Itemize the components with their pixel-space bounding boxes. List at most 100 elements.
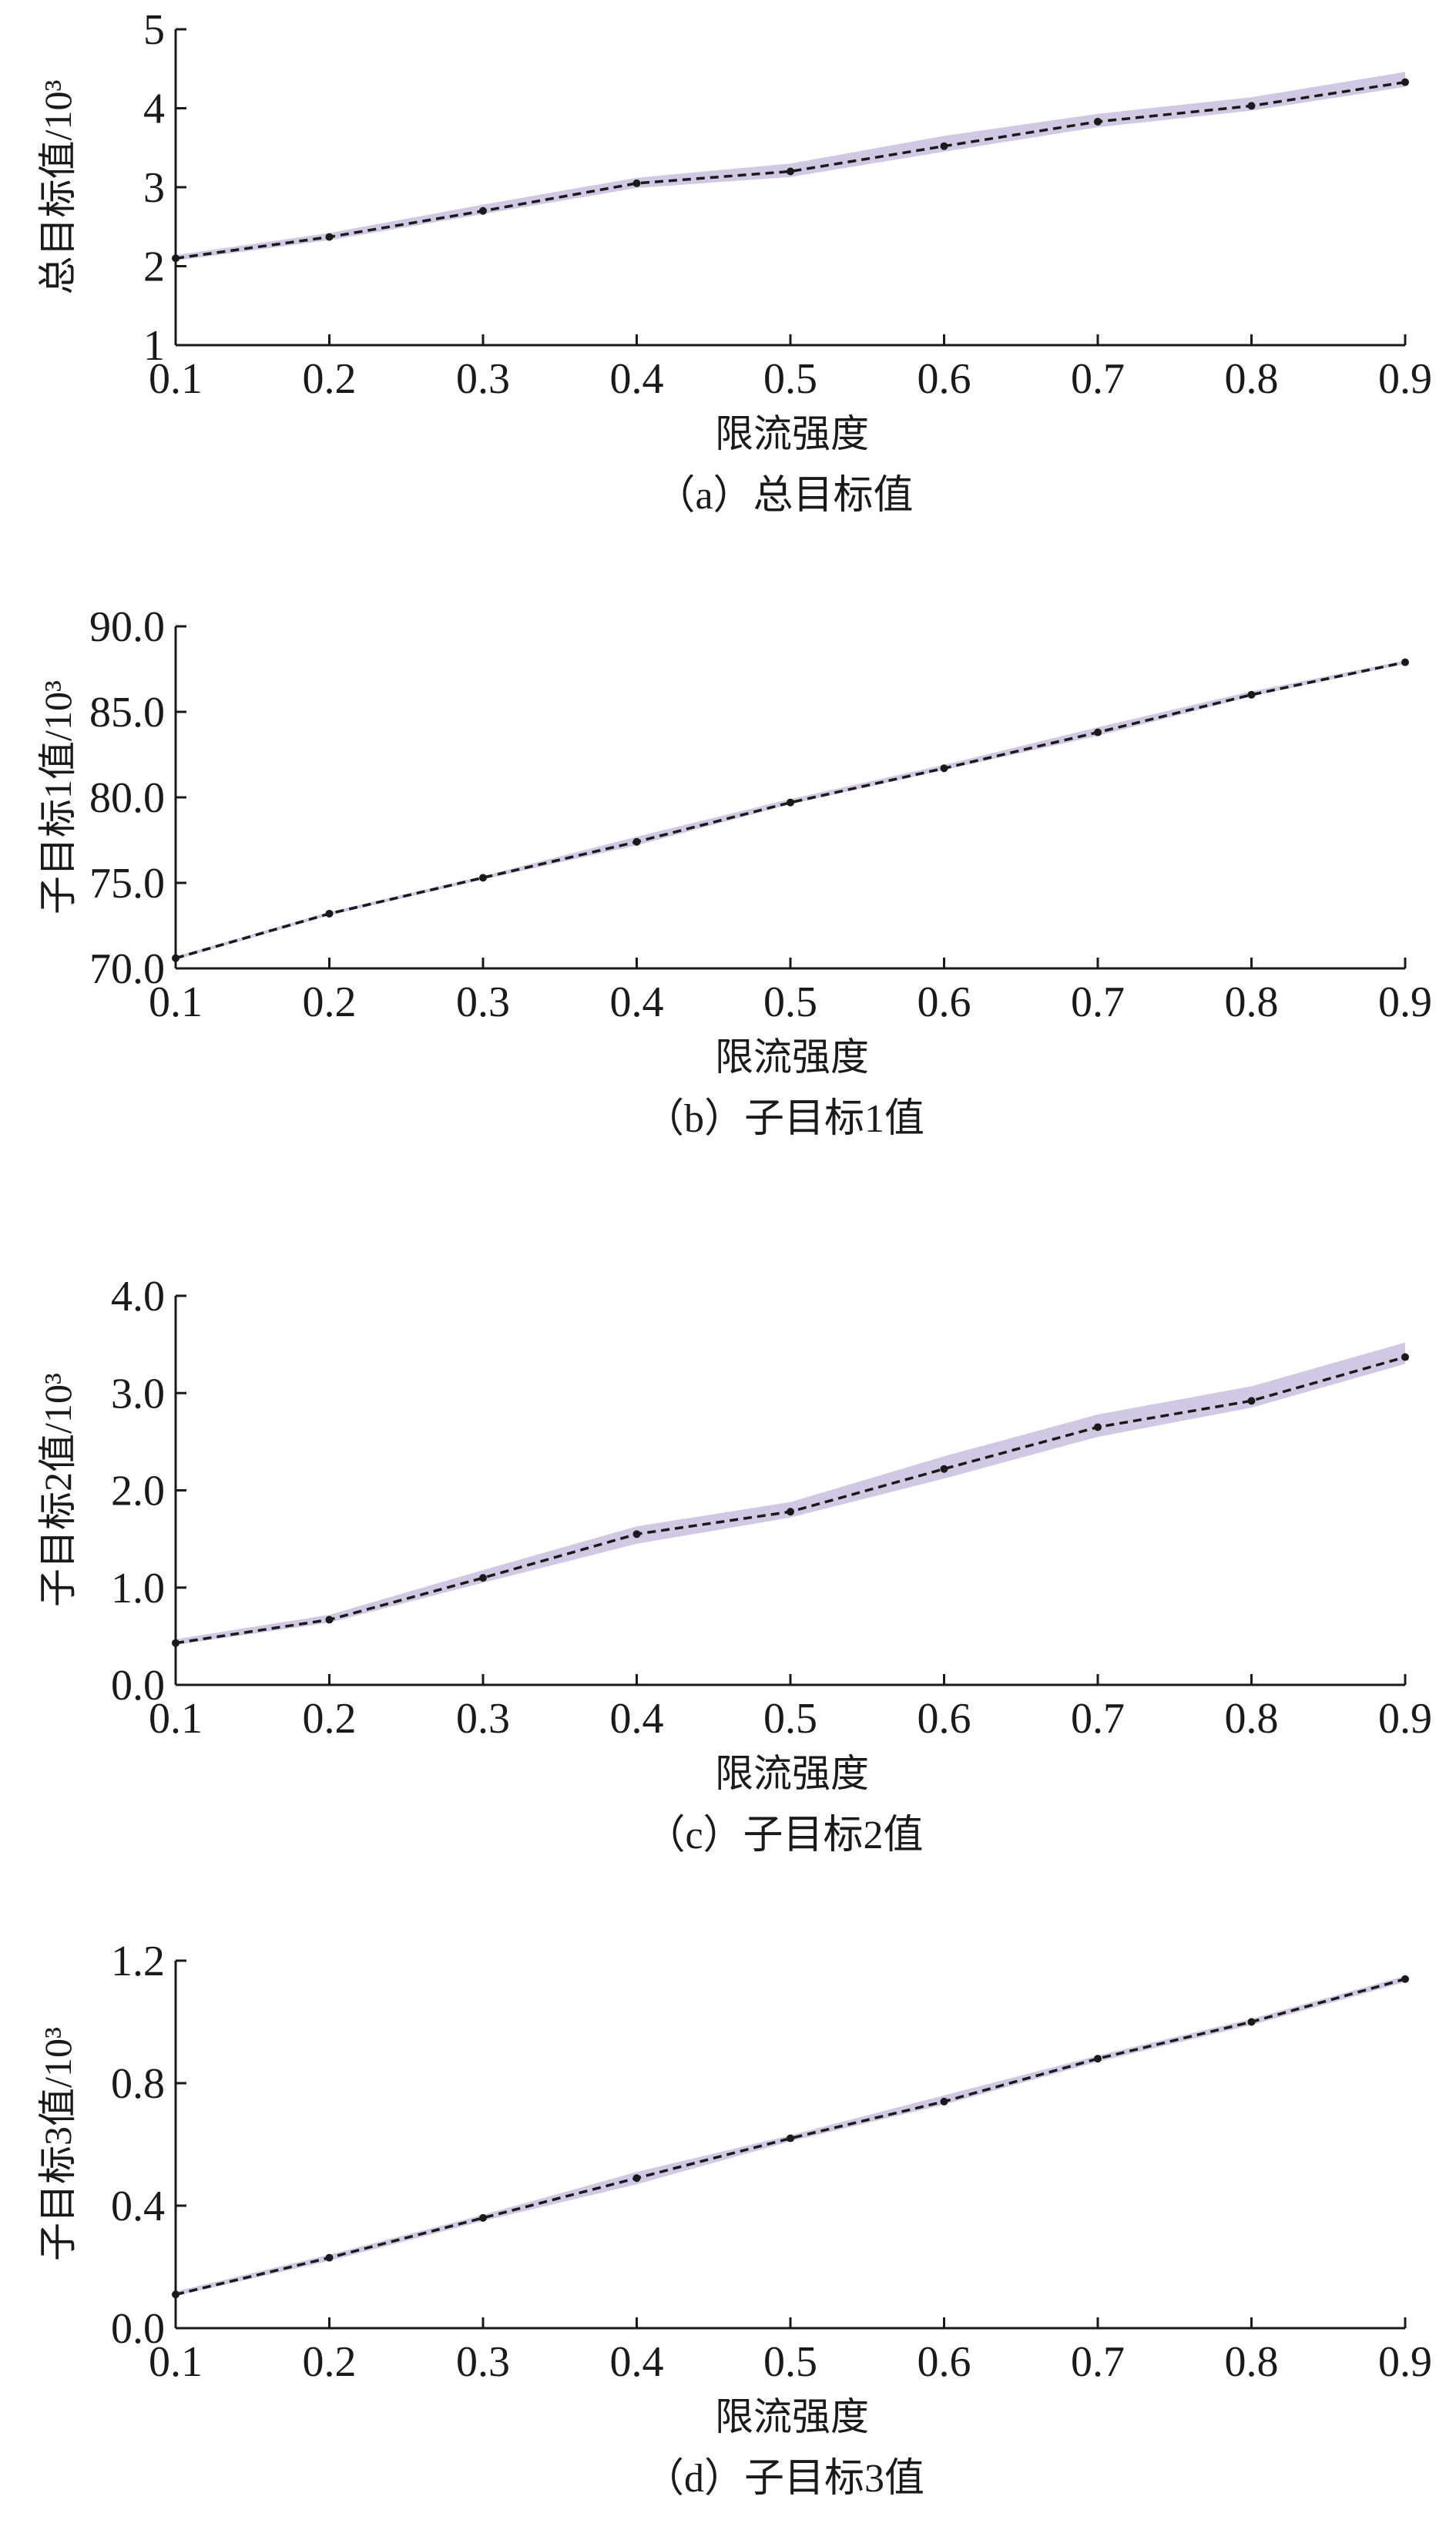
series-line: [175, 660, 1406, 960]
data-point: [479, 1574, 487, 1582]
data-point: [787, 167, 794, 176]
x-tick-label: 0.9: [1378, 1695, 1432, 1743]
data-point: [787, 1508, 794, 1516]
x-tick-label: 0.7: [1071, 2338, 1125, 2386]
y-tick-label: 3.0: [111, 1370, 165, 1418]
data-point: [1094, 2055, 1102, 2063]
y-axis-title: 子目标3值/10³: [36, 2027, 79, 2261]
data-point: [1247, 690, 1256, 699]
x-tick-label: 0.2: [303, 1695, 357, 1743]
x-tick-label: 0.1: [149, 2338, 203, 2386]
chart-panel-3: 0.1 0.2 0.3 0.4 0.5 0.6 0.7 0.8 0.9 0.0 0.4 0.8 1.2 子…: [36, 1938, 1432, 2501]
data-point: [940, 1465, 948, 1473]
data-point: [940, 2097, 948, 2106]
x-tick-label: 0.8: [1225, 1695, 1279, 1743]
data-point: [1247, 1397, 1256, 1405]
chart-panel-2: 0.1 0.2 0.3 0.4 0.5 0.6 0.7 0.8 0.9 0.0 1.0 2.0 3.0 4…: [36, 1273, 1432, 1857]
series-line: [175, 1978, 1406, 2297]
data-point: [325, 2253, 334, 2262]
x-tick-label: 0.4: [610, 2338, 664, 2386]
y-tick-label: 75.0: [89, 860, 165, 908]
chart-panel-1: 0.1 0.2 0.3 0.4 0.5 0.6 0.7 0.8 0.9 70.0 75.0 80.0 8…: [36, 603, 1432, 1141]
panel-caption: （b）子目标1值: [644, 1097, 924, 1141]
data-point: [787, 2134, 794, 2142]
data-point: [1401, 1353, 1409, 1361]
y-tick-label: 0.8: [111, 2060, 165, 2108]
panel-caption: （d）子目标3值: [644, 2457, 924, 2501]
data-point: [1401, 78, 1409, 86]
y-tick-label: 2: [143, 243, 165, 291]
y-tick-label: 0.0: [111, 1662, 165, 1710]
x-tick-label: 0.1: [149, 978, 203, 1026]
x-tick-label: 0.6: [918, 1695, 971, 1743]
data-point: [632, 2174, 641, 2183]
y-tick-label: 0.0: [111, 2305, 165, 2353]
panel-caption: （a）总目标值: [655, 474, 913, 518]
data-point: [325, 233, 334, 241]
x-tick-label: 0.5: [763, 2338, 817, 2386]
x-tick-label: 0.9: [1378, 2338, 1432, 2386]
x-axis-title: 限流强度: [715, 1035, 869, 1079]
x-tick-label: 0.4: [610, 1695, 664, 1743]
x-tick-label: 0.2: [303, 2338, 357, 2386]
x-tick-label: 0.3: [456, 978, 510, 1026]
x-tick-label: 0.6: [918, 2338, 971, 2386]
data-point: [940, 764, 948, 773]
y-tick-label: 1: [143, 322, 165, 370]
data-point: [632, 179, 641, 187]
x-tick-label: 0.8: [1225, 978, 1279, 1026]
x-tick-label: 0.1: [149, 1695, 203, 1743]
y-tick-label: 1.0: [111, 1565, 165, 1612]
y-axis-title: 子目标2值/10³: [36, 1373, 79, 1607]
data-point: [325, 1616, 334, 1624]
data-point: [479, 874, 487, 882]
y-tick-label: 3: [143, 164, 165, 212]
x-tick-label: 0.3: [456, 355, 510, 403]
confidence-band: [176, 1342, 1405, 1646]
x-axis-title: 限流强度: [715, 2395, 869, 2438]
x-tick-label: 0.1: [149, 355, 203, 403]
x-tick-label: 0.3: [456, 1695, 510, 1743]
x-tick-label: 0.7: [1071, 355, 1125, 403]
x-tick-label: 0.9: [1378, 355, 1432, 403]
x-tick-label: 0.9: [1378, 978, 1432, 1026]
x-axis-title: 限流强度: [715, 1752, 869, 1795]
y-tick-label: 1.2: [111, 1938, 165, 1985]
y-tick-label: 90.0: [89, 603, 165, 651]
x-tick-label: 0.5: [763, 355, 817, 403]
data-point: [632, 837, 641, 846]
y-tick-label: 85.0: [89, 689, 165, 737]
x-tick-label: 0.8: [1225, 355, 1279, 403]
x-tick-label: 0.2: [303, 355, 357, 403]
y-tick-label: 4.0: [111, 1273, 165, 1320]
data-point: [1094, 728, 1102, 737]
data-point: [1094, 1423, 1102, 1431]
data-point: [479, 2213, 487, 2222]
x-tick-label: 0.7: [1071, 978, 1125, 1026]
x-tick-label: 0.5: [763, 978, 817, 1026]
y-tick-label: 2.0: [111, 1468, 165, 1515]
x-tick-label: 0.2: [303, 978, 357, 1026]
data-point: [1401, 1975, 1409, 1983]
x-tick-label: 0.3: [456, 2338, 510, 2386]
x-tick-label: 0.4: [610, 355, 664, 403]
y-tick-label: 5: [143, 6, 165, 54]
data-point: [479, 206, 487, 215]
data-point: [1401, 658, 1409, 666]
x-tick-label: 0.8: [1225, 2338, 1279, 2386]
data-point: [1247, 102, 1256, 110]
y-axis-title: 总目标值/10³: [36, 80, 79, 295]
y-axis-title: 子目标1值/10³: [36, 680, 79, 914]
data-point: [325, 909, 334, 918]
data-point: [1094, 117, 1102, 126]
x-tick-label: 0.7: [1071, 1695, 1125, 1743]
x-axis-title: 限流强度: [715, 412, 869, 455]
x-tick-label: 0.6: [918, 978, 971, 1026]
confidence-band: [176, 660, 1405, 960]
x-tick-label: 0.5: [763, 1695, 817, 1743]
x-tick-label: 0.4: [610, 978, 664, 1026]
panel-caption: （c）子目标2值: [645, 1814, 923, 1857]
data-point: [940, 142, 948, 150]
y-tick-label: 0.4: [111, 2183, 165, 2230]
y-tick-label: 4: [143, 86, 165, 133]
